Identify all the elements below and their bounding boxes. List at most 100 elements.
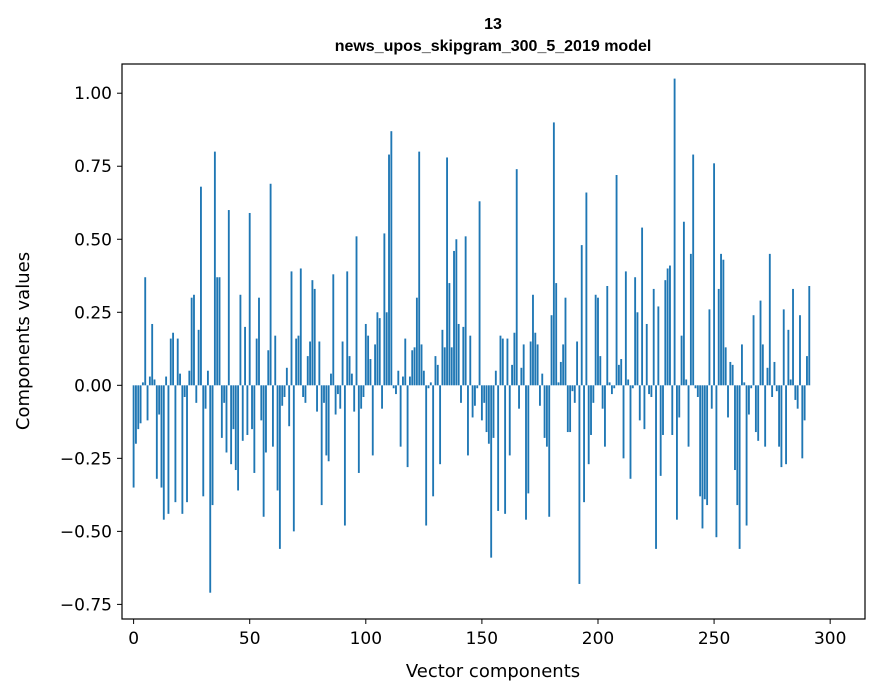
bar (766, 367, 769, 386)
bar (792, 288, 794, 386)
chart-title: 13 (484, 16, 502, 33)
bar (297, 335, 300, 386)
bar (418, 151, 421, 386)
bar (167, 385, 170, 514)
bar (343, 385, 346, 526)
bar (771, 385, 774, 397)
bar (337, 385, 339, 395)
bar (757, 385, 760, 441)
bar (246, 385, 249, 435)
bar (443, 347, 446, 386)
bar (285, 367, 288, 386)
bar (395, 385, 397, 395)
bar (664, 280, 667, 386)
bar (694, 385, 697, 389)
bar (176, 338, 179, 386)
bar (302, 385, 305, 397)
bar (253, 385, 256, 473)
bar (239, 294, 242, 386)
x-tick-label: 250 (698, 629, 730, 649)
bar (281, 385, 284, 406)
bar (717, 288, 720, 386)
bar (501, 338, 504, 386)
y-tick-label: 0.50 (74, 230, 112, 250)
bar (346, 271, 349, 386)
bar (357, 385, 360, 473)
bar (471, 385, 474, 418)
bar (590, 385, 592, 435)
bar (378, 318, 381, 386)
bar (490, 385, 493, 558)
bar (794, 385, 797, 400)
bar (631, 385, 634, 389)
bar (782, 309, 785, 386)
bar (562, 344, 565, 386)
bar (216, 277, 219, 386)
bar (411, 350, 414, 386)
bar (513, 332, 516, 386)
bar (448, 283, 451, 386)
bar (548, 385, 551, 517)
bar (137, 385, 140, 430)
bar (780, 385, 783, 468)
bar (225, 385, 228, 453)
x-axis-label: Vector components (406, 661, 580, 682)
bar (478, 201, 481, 386)
bar (374, 344, 377, 386)
bar (539, 385, 541, 406)
bar (492, 385, 495, 438)
bar (399, 385, 402, 447)
bar (320, 385, 323, 506)
bar (467, 385, 469, 456)
bar (729, 361, 732, 386)
bar (434, 356, 437, 386)
bar (306, 356, 309, 386)
bar (799, 315, 801, 386)
bar (457, 323, 460, 386)
bar (441, 329, 444, 386)
bar (504, 385, 507, 514)
bar (480, 385, 483, 421)
bar (696, 385, 699, 397)
bar (703, 385, 706, 500)
bar (432, 385, 435, 497)
bar (803, 385, 806, 421)
bar (583, 385, 585, 503)
bar (627, 379, 630, 386)
bar (262, 385, 265, 517)
bar (455, 239, 458, 386)
bar (211, 385, 214, 506)
bar (162, 385, 165, 520)
bar (699, 385, 702, 497)
bar (251, 385, 253, 430)
bar (541, 373, 544, 386)
bar (223, 385, 226, 403)
bar (299, 268, 302, 386)
bar (151, 323, 154, 386)
bar (759, 300, 762, 386)
x-tick-label: 50 (239, 629, 261, 649)
bar (692, 154, 695, 386)
bar (265, 385, 267, 453)
bar (787, 329, 790, 386)
bar (666, 268, 669, 386)
bar (527, 385, 530, 494)
bar (278, 385, 281, 549)
bar (678, 385, 681, 418)
bar (220, 385, 223, 438)
bar (534, 332, 537, 386)
bar (768, 253, 771, 386)
bar (325, 385, 328, 456)
bar (360, 385, 363, 409)
bar (754, 385, 757, 433)
bar (552, 122, 555, 386)
bar (750, 385, 753, 389)
bar (200, 186, 202, 386)
bar (557, 382, 560, 386)
bar (789, 379, 792, 386)
bar (576, 341, 579, 386)
bar (255, 338, 258, 386)
bar (195, 385, 198, 403)
bar (564, 297, 567, 386)
